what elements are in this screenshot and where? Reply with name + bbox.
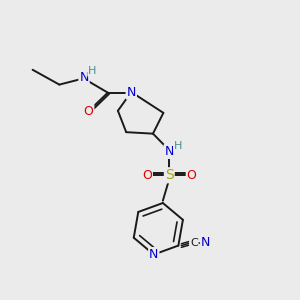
Text: O: O <box>187 169 196 182</box>
Text: N: N <box>149 248 158 261</box>
Text: N: N <box>165 145 174 158</box>
Text: H: H <box>174 141 182 151</box>
Text: N: N <box>201 236 210 249</box>
Text: N: N <box>79 71 89 84</box>
Text: O: O <box>83 105 93 118</box>
Text: O: O <box>142 169 152 182</box>
Text: C: C <box>190 238 198 248</box>
Text: H: H <box>88 66 97 76</box>
Text: N: N <box>127 85 136 98</box>
Text: S: S <box>165 168 174 182</box>
